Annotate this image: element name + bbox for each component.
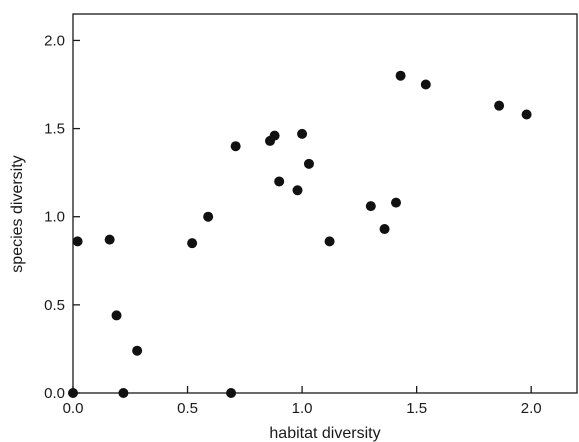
data-point	[324, 236, 335, 247]
y-axis-label: species diversity	[9, 155, 26, 272]
x-axis-label: habitat diversity	[269, 425, 380, 442]
data-point	[365, 201, 376, 212]
y-tick-label: 0.5	[44, 297, 65, 314]
data-point	[104, 234, 115, 245]
data-point	[226, 388, 237, 398]
data-points	[68, 70, 532, 398]
data-point	[420, 79, 431, 90]
data-point	[68, 388, 78, 398]
x-tick-label: 2.0	[521, 400, 542, 417]
x-tick-label: 1.5	[406, 400, 427, 417]
data-point	[391, 197, 402, 208]
y-tick-label: 2.0	[44, 32, 65, 49]
data-point	[297, 128, 308, 139]
data-point	[269, 130, 280, 141]
y-tick-label: 1.5	[44, 121, 65, 138]
y-axis: 0.0 0.5 1.0 1.5 2.0	[44, 32, 80, 402]
x-axis: 0.0 0.5 1.0 1.5 2.0	[63, 386, 542, 417]
data-point	[187, 238, 198, 249]
data-point	[118, 388, 129, 398]
data-point	[132, 345, 143, 356]
data-point	[303, 158, 314, 169]
data-point	[395, 70, 406, 81]
plot-frame	[72, 13, 578, 394]
x-tick-label: 0.5	[177, 400, 198, 417]
data-point	[379, 224, 390, 235]
data-point	[230, 141, 241, 152]
data-point	[111, 310, 122, 321]
data-point	[72, 236, 83, 247]
data-point	[521, 109, 532, 120]
data-point	[494, 100, 505, 111]
x-tick-label: 0.0	[63, 400, 84, 417]
data-point	[292, 185, 303, 196]
y-tick-label: 1.0	[44, 209, 65, 226]
y-tick-label: 0.0	[44, 385, 65, 402]
data-point	[203, 211, 214, 222]
x-tick-label: 1.0	[292, 400, 313, 417]
data-point	[274, 176, 285, 187]
